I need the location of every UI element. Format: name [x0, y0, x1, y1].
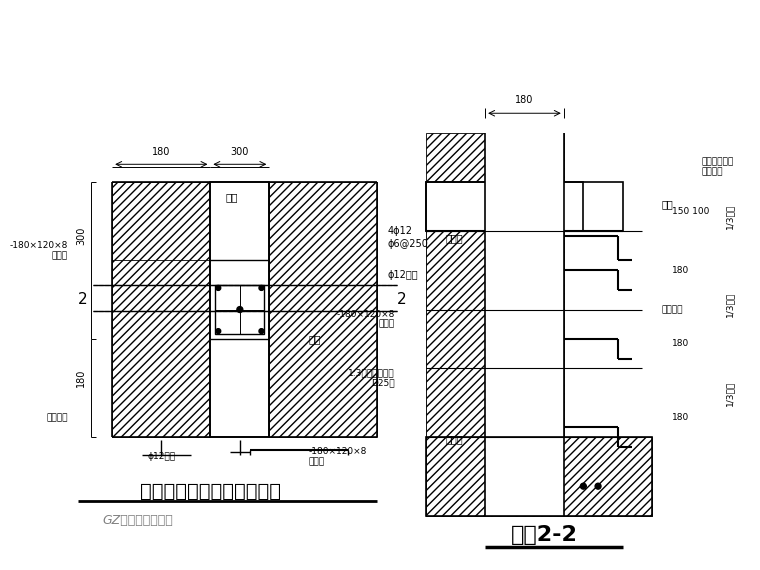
- Text: ϕ12拉杆: ϕ12拉杆: [147, 452, 176, 461]
- Text: 钢板垫: 钢板垫: [52, 251, 68, 260]
- Text: GZ－阴角加构造柱: GZ－阴角加构造柱: [103, 514, 173, 527]
- Text: 1/3层高: 1/3层高: [726, 380, 735, 406]
- Circle shape: [216, 286, 220, 290]
- Circle shape: [259, 329, 264, 333]
- Text: 圈梁: 圈梁: [662, 200, 673, 210]
- Bar: [426, 182, 622, 231]
- Bar: [426, 133, 485, 516]
- Text: 钢板垫: 钢板垫: [309, 457, 325, 466]
- Text: ϕ12拉杆: ϕ12拉杆: [387, 270, 418, 280]
- Bar: [426, 182, 584, 231]
- Text: 180: 180: [672, 413, 689, 422]
- Text: 有贯通拉杆时: 有贯通拉杆时: [701, 158, 733, 167]
- Bar: [426, 437, 652, 516]
- Text: 1:3水泥砂浆填实: 1:3水泥砂浆填实: [348, 369, 395, 378]
- Text: 2: 2: [397, 292, 407, 307]
- Text: 圈梁: 圈梁: [225, 192, 238, 202]
- Text: -180×120×8: -180×120×8: [309, 447, 367, 457]
- Text: 180: 180: [76, 369, 86, 388]
- Bar: [426, 182, 584, 231]
- Circle shape: [259, 286, 264, 290]
- Bar: [426, 437, 652, 516]
- Text: 180: 180: [672, 339, 689, 348]
- Text: D25孔: D25孔: [372, 378, 395, 388]
- Text: 1/3层高: 1/3层高: [726, 292, 735, 317]
- Text: ϕ6@250: ϕ6@250: [387, 239, 428, 249]
- Text: -180×120×8: -180×120×8: [337, 310, 395, 319]
- Text: 混凝土键: 混凝土键: [46, 413, 68, 422]
- Text: 300: 300: [231, 148, 249, 157]
- Text: 楼板底: 楼板底: [446, 233, 464, 243]
- Text: 新增构造柱与墙体连接详图: 新增构造柱与墙体连接详图: [140, 482, 281, 500]
- Text: 180: 180: [672, 266, 689, 275]
- Bar: [426, 310, 485, 437]
- Text: 圈梁: 圈梁: [309, 334, 321, 344]
- Bar: [269, 182, 377, 437]
- Text: 180: 180: [515, 95, 534, 105]
- Circle shape: [237, 307, 242, 312]
- Text: 300: 300: [76, 227, 86, 245]
- Bar: [426, 437, 485, 516]
- Text: -180×120×8: -180×120×8: [10, 241, 68, 250]
- Text: 1/3层高: 1/3层高: [726, 203, 735, 229]
- Text: 此板取消: 此板取消: [701, 168, 723, 177]
- Bar: [426, 231, 485, 310]
- Text: 钢板垫: 钢板垫: [378, 320, 395, 329]
- Text: 4ϕ12: 4ϕ12: [387, 226, 412, 236]
- Text: 剖面2-2: 剖面2-2: [511, 526, 578, 545]
- Circle shape: [581, 483, 586, 489]
- Circle shape: [216, 329, 220, 333]
- Text: 150 100: 150 100: [672, 207, 709, 216]
- Bar: [485, 133, 564, 516]
- Bar: [485, 133, 564, 516]
- Bar: [211, 182, 269, 437]
- Bar: [112, 182, 211, 437]
- Text: 混凝土键: 混凝土键: [662, 305, 683, 314]
- Circle shape: [595, 483, 601, 489]
- Text: 2: 2: [78, 292, 87, 307]
- Text: 楼板面: 楼板面: [446, 434, 464, 444]
- Bar: [112, 182, 211, 260]
- Text: 180: 180: [152, 148, 170, 157]
- Bar: [215, 285, 264, 334]
